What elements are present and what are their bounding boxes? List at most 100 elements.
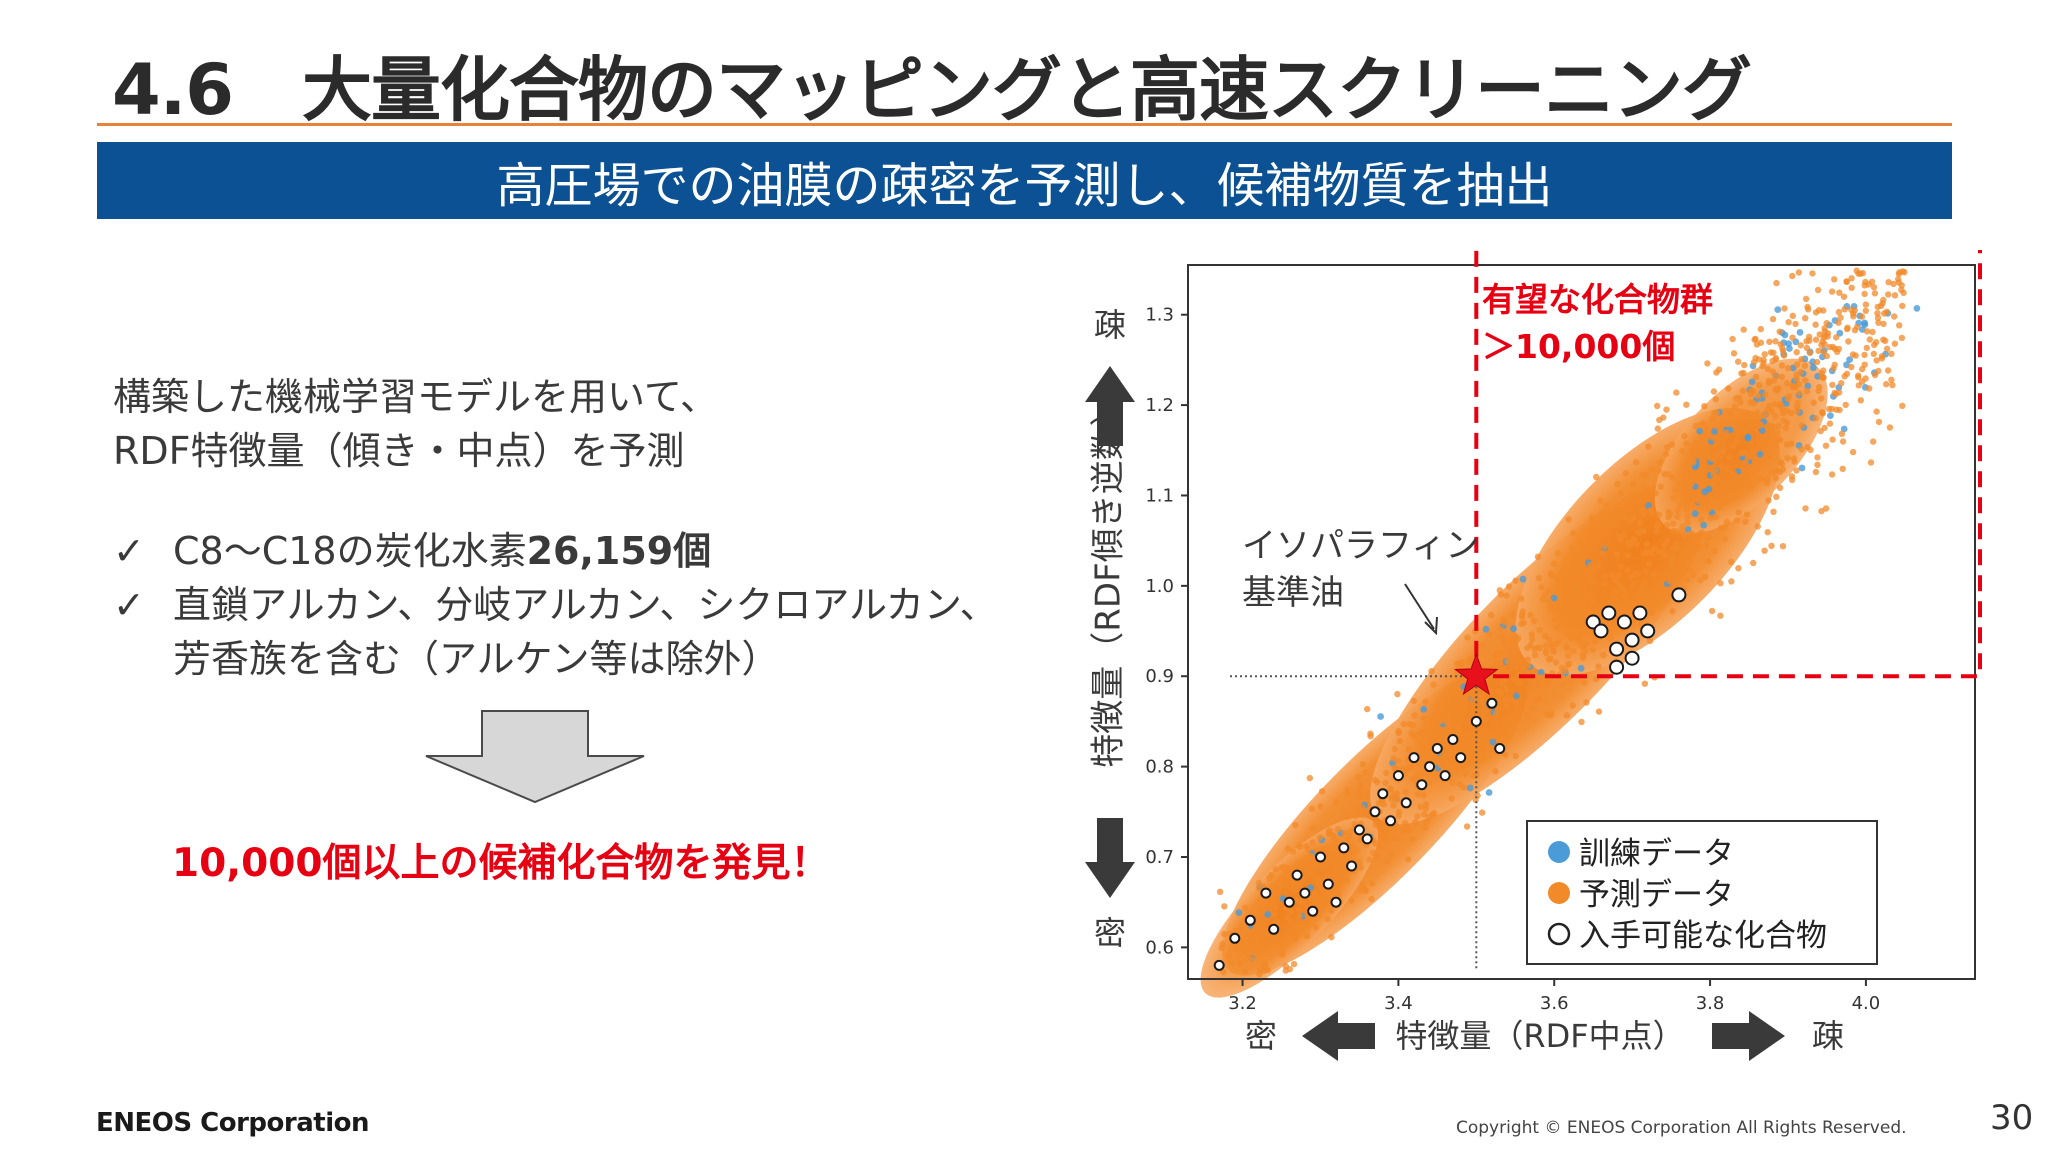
- training-point: [1519, 575, 1527, 583]
- prediction-point: [1548, 571, 1555, 579]
- prediction-point: [1875, 367, 1882, 375]
- company-logo: ENEOS Corporation: [96, 1108, 369, 1138]
- prediction-point: [1655, 467, 1662, 474]
- prediction-point: [1284, 927, 1291, 934]
- prediction-point: [1558, 664, 1565, 672]
- prediction-point: [1430, 681, 1437, 688]
- prediction-point: [1359, 881, 1366, 888]
- prediction-point: [1395, 757, 1402, 765]
- prediction-point: [1757, 339, 1765, 346]
- result-text: 10,000個以上の候補化合物を発見！: [172, 841, 830, 886]
- prediction-point: [1639, 583, 1646, 590]
- promising-compounds-box: [1474, 250, 1982, 679]
- prediction-point: [1410, 697, 1418, 705]
- prediction-point: [1828, 405, 1836, 413]
- prediction-point: [1725, 385, 1732, 392]
- prediction-point: [1432, 734, 1439, 741]
- prediction-point: [1480, 753, 1487, 761]
- prediction-point: [1241, 904, 1249, 911]
- legend-blue-marker: [1548, 841, 1570, 863]
- prediction-point: [1296, 912, 1303, 920]
- prediction-point: [1802, 295, 1810, 303]
- training-point: [1758, 427, 1766, 434]
- prediction-point: [1328, 934, 1335, 941]
- prediction-point: [1765, 497, 1772, 504]
- prediction-point: [1721, 523, 1728, 531]
- prediction-point: [1632, 459, 1640, 466]
- prediction-point: [1809, 270, 1816, 277]
- prediction-point: [1512, 699, 1519, 706]
- prediction-point: [1885, 291, 1892, 298]
- prediction-point: [1711, 456, 1718, 463]
- prediction-point: [1839, 438, 1847, 445]
- prediction-point: [1870, 438, 1877, 445]
- training-point: [1810, 364, 1817, 372]
- prediction-point: [1632, 570, 1639, 577]
- legend-frame: [1526, 820, 1878, 965]
- prediction-point: [1548, 709, 1555, 717]
- prediction-point: [1316, 882, 1324, 889]
- prediction-point: [1705, 557, 1712, 565]
- prediction-point: [1648, 609, 1656, 617]
- prediction-point: [1697, 475, 1705, 482]
- prediction-point: [1561, 592, 1568, 599]
- checklist-item-line: 直鎖アルカン、分岐アルカン、シクロアルカン、: [173, 583, 998, 627]
- prediction-point: [1642, 567, 1650, 575]
- prediction-point: [1581, 679, 1588, 686]
- prediction-point: [1332, 888, 1340, 896]
- prediction-point: [1814, 454, 1821, 461]
- prediction-point: [1714, 439, 1721, 446]
- prediction-point: [1271, 904, 1279, 911]
- prediction-point: [1670, 527, 1677, 535]
- prediction-point: [1220, 968, 1227, 976]
- prediction-point: [1818, 395, 1825, 402]
- prediction-point: [1296, 882, 1303, 890]
- prediction-point: [1396, 737, 1404, 745]
- prediction-point: [1541, 591, 1549, 598]
- prediction-point: [1769, 315, 1777, 323]
- prediction-point: [1575, 589, 1583, 596]
- prediction-point: [1298, 898, 1305, 905]
- prediction-point: [1417, 740, 1424, 747]
- prediction-point: [1691, 475, 1698, 482]
- prediction-point: [1708, 607, 1716, 615]
- prediction-point: [1629, 490, 1636, 497]
- prediction-point: [1250, 927, 1257, 935]
- prediction-point: [1668, 558, 1675, 566]
- prediction-point: [1570, 530, 1577, 537]
- prediction-point: [1645, 443, 1652, 450]
- prediction-point: [1600, 550, 1607, 557]
- prediction-point: [1622, 515, 1629, 522]
- available-compound-point: [1624, 632, 1640, 648]
- prediction-point: [1819, 338, 1826, 345]
- prediction-point: [1531, 645, 1538, 653]
- training-point: [1466, 784, 1474, 792]
- x-tick-label: 3.4: [1384, 993, 1413, 1014]
- prediction-point: [1308, 895, 1315, 902]
- prediction-point: [1795, 269, 1803, 276]
- prediction-point: [1640, 593, 1648, 601]
- available-compound-point: [1260, 887, 1272, 899]
- prediction-point: [1347, 849, 1354, 856]
- prediction-point: [1636, 590, 1643, 597]
- prediction-point: [1778, 362, 1786, 369]
- prediction-point: [1769, 357, 1776, 365]
- prediction-point: [1218, 944, 1225, 952]
- x-axis-left-label: 密: [1245, 1017, 1277, 1055]
- prediction-point: [1583, 699, 1590, 706]
- prediction-point: [1318, 788, 1326, 795]
- prediction-point: [1292, 924, 1299, 931]
- prediction-point: [1669, 520, 1677, 527]
- prediction-point: [1552, 659, 1560, 666]
- prediction-point: [1256, 928, 1263, 935]
- prediction-point: [1343, 877, 1351, 884]
- prediction-point: [1426, 779, 1433, 786]
- training-point: [1537, 668, 1545, 676]
- prediction-point: [1458, 746, 1465, 753]
- prediction-point: [1290, 960, 1298, 968]
- prediction-point: [1512, 752, 1519, 760]
- prediction-point: [1901, 269, 1908, 276]
- prediction-point: [1740, 369, 1747, 377]
- prediction-point: [1389, 851, 1396, 858]
- training-point: [1510, 625, 1517, 633]
